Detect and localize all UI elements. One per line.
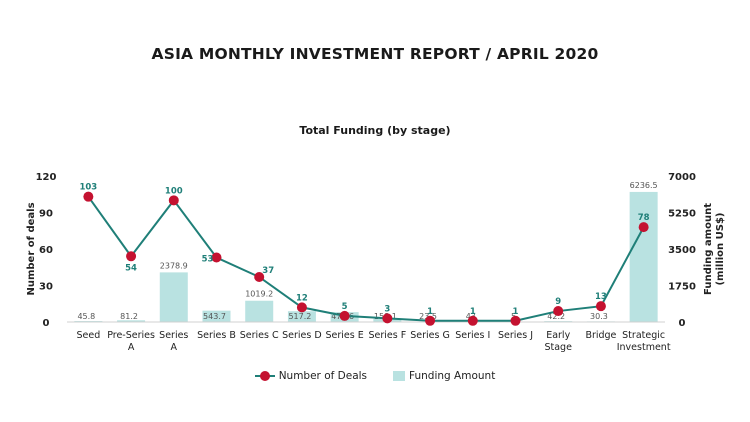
y-axis-title: Number of deals (26, 202, 37, 295)
x-tick-label-13-line2: Investment (617, 342, 671, 353)
page-title: ASIA MONTHLY INVESTMENT REPORT / APRIL 2… (151, 45, 599, 63)
x-tick-label-1-line2: A (128, 342, 135, 353)
bar-13 (629, 191, 658, 322)
bar-value-label-3: 543.7 (203, 312, 226, 321)
legend-label-funding: Funding Amount (409, 370, 496, 382)
deal-value-label-5: 12 (296, 293, 308, 303)
y-tick-label-2: 60 (39, 245, 53, 256)
x-tick-label-7: Series F (369, 330, 407, 341)
y-tick-label-0: 0 (43, 318, 50, 329)
deal-value-label-12: 13 (595, 292, 607, 302)
deal-value-label-3: 53 (202, 255, 214, 265)
deal-point-5 (296, 302, 307, 313)
deal-point-4 (254, 271, 265, 282)
y-tick-label-1: 30 (39, 282, 53, 293)
deal-point-7 (382, 313, 393, 324)
x-tick-label-11: Early (546, 330, 570, 341)
deal-point-1 (126, 251, 137, 262)
bar-value-label-11: 42.2 (547, 312, 565, 321)
deal-point-13 (638, 222, 649, 233)
deal-point-8 (425, 315, 436, 326)
legend-swatch-line-marker (254, 371, 275, 381)
y2-tick-label-4: 7000 (668, 172, 696, 183)
bar-value-label-4: 1019.2 (245, 290, 273, 299)
x-tick-label-4: Series C (240, 330, 279, 341)
deal-value-label-13: 78 (638, 213, 650, 223)
bar-value-label-5: 517.2 (288, 312, 311, 321)
legend-item-deals: Number of Deals (254, 370, 368, 382)
y2-axis-title: Funding amount (703, 203, 714, 295)
deal-value-label-11: 9 (555, 297, 561, 307)
y-tick-label-4: 120 (36, 172, 57, 183)
deal-value-label-10: 1 (513, 307, 519, 317)
deal-value-label-0: 103 (79, 183, 97, 193)
deal-point-10 (510, 315, 521, 326)
bar-5 (287, 311, 316, 322)
x-tick-label-13: Strategic (622, 330, 665, 341)
y2-axis-title-line2: (million US$) (715, 212, 726, 285)
deal-point-6 (339, 310, 350, 321)
deal-point-0 (83, 191, 94, 202)
bar-1 (117, 320, 146, 322)
deal-value-label-9: 1 (470, 307, 476, 317)
x-tick-label-1: Pre-Series (107, 330, 155, 341)
deal-point-11 (553, 306, 564, 317)
legend: Number of Deals Funding Amount (0, 370, 750, 382)
y2-tick-label-0: 0 (679, 318, 686, 329)
bar-value-label-12: 30.3 (590, 312, 608, 321)
x-tick-label-8: Series G (410, 330, 450, 341)
deal-value-label-4: 37 (262, 266, 274, 276)
x-tick-label-11-line2: Stage (544, 342, 572, 353)
x-tick-label-9: Series I (455, 330, 490, 341)
y2-tick-label-3: 5250 (668, 209, 696, 220)
x-tick-label-12: Bridge (585, 330, 616, 341)
y2-tick-label-1: 1750 (668, 282, 696, 293)
y-tick-label-3: 90 (39, 209, 53, 220)
deal-value-label-8: 1 (427, 307, 433, 317)
deal-point-9 (467, 315, 478, 326)
deal-value-label-7: 3 (384, 304, 390, 314)
x-tick-label-10: Series J (498, 330, 533, 341)
deal-point-12 (595, 301, 606, 312)
x-tick-label-3: Series B (197, 330, 236, 341)
x-tick-label-5: Series D (282, 330, 322, 341)
bar-value-label-2: 2378.9 (160, 261, 188, 270)
deal-point-3 (211, 252, 222, 263)
x-tick-label-0: Seed (76, 330, 100, 341)
legend-label-deals: Number of Deals (278, 370, 368, 382)
bar-value-label-1: 81.2 (120, 312, 138, 321)
deal-value-label-6: 5 (342, 302, 348, 312)
bar-value-label-0: 45.8 (77, 312, 95, 321)
bar-4 (245, 300, 274, 322)
deal-value-label-2: 100 (165, 186, 183, 196)
x-tick-label-2: Series (159, 330, 188, 341)
chart-title: Total Funding (by stage) (299, 124, 451, 137)
x-tick-label-6: Series E (326, 330, 364, 341)
bar-value-label-13: 6236.5 (630, 181, 658, 190)
deal-value-label-1: 54 (125, 263, 137, 273)
legend-item-funding: Funding Amount (393, 370, 495, 382)
deals-line (87, 196, 645, 322)
y2-tick-label-2: 3500 (668, 245, 696, 256)
legend-swatch-bar (393, 371, 406, 381)
bar-3 (202, 310, 231, 322)
x-tick-label-2-line2: A (171, 342, 178, 353)
deal-point-2 (168, 195, 179, 206)
bar-2 (159, 272, 188, 322)
